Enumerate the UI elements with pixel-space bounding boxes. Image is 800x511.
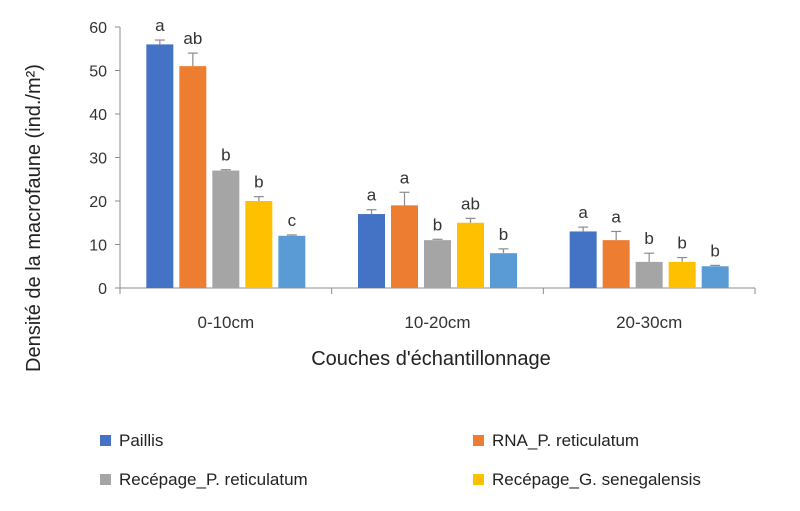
significance-label: b — [433, 215, 442, 234]
x-tick-label: 20-30cm — [616, 313, 682, 332]
legend-label: Recépage_G. senegalensis — [492, 470, 701, 489]
significance-label: a — [611, 207, 621, 226]
legend-label: Recépage_P. reticulatum — [119, 470, 308, 489]
bar — [701, 266, 729, 288]
legend: Paillis RNA_P. reticulatum Recépage_P. ret… — [100, 431, 701, 489]
legend-label: RNA_P. reticulatum — [492, 431, 639, 450]
legend-swatch — [473, 435, 484, 446]
legend-swatch — [473, 474, 484, 485]
bar — [602, 240, 630, 288]
significance-label: a — [155, 16, 165, 35]
y-tick-label: 30 — [89, 151, 107, 168]
y-tick-label: 40 — [89, 107, 107, 124]
bar — [457, 222, 484, 288]
significance-label: b — [221, 146, 230, 165]
x-tick-label: 0-10cm — [197, 313, 254, 332]
significance-label: c — [288, 211, 297, 230]
bar — [668, 261, 696, 288]
bar — [358, 214, 385, 288]
significance-label: b — [710, 241, 719, 260]
significance-label: b — [644, 229, 653, 248]
legend-swatch — [100, 474, 111, 485]
legend-label: Paillis — [119, 431, 163, 450]
bar — [245, 201, 273, 288]
bar — [424, 240, 451, 288]
plot-area: 0 10 20 30 40 50 60 0-10cm 10-20cm 20-30cm — [89, 20, 756, 332]
y-tick-label: 0 — [98, 281, 107, 298]
y-tick-label: 50 — [89, 64, 107, 81]
significance-label: a — [400, 168, 410, 187]
significance-label: b — [677, 234, 686, 253]
significance-label: b — [254, 173, 263, 192]
significance-label: ab — [183, 29, 202, 48]
x-tick-label: 10-20cm — [404, 313, 470, 332]
significance-label: b — [499, 225, 508, 244]
x-axis-title: Couches d'échantillonnage — [311, 348, 551, 370]
bar — [569, 231, 597, 288]
significance-label: a — [367, 186, 377, 205]
bar — [212, 170, 240, 288]
y-axis-title: Densité de la macrofaune (ind./m²) — [23, 64, 45, 372]
significance-label: a — [578, 203, 588, 222]
bar — [278, 235, 306, 288]
y-tick-label: 60 — [89, 20, 107, 37]
bar — [391, 205, 418, 288]
bar — [179, 66, 207, 289]
bar — [635, 261, 663, 288]
legend-swatch — [100, 435, 111, 446]
y-tick-label: 10 — [89, 238, 107, 255]
y-tick-label: 20 — [89, 194, 107, 211]
bar — [490, 253, 517, 288]
bar — [146, 44, 174, 289]
significance-label: ab — [461, 194, 480, 213]
